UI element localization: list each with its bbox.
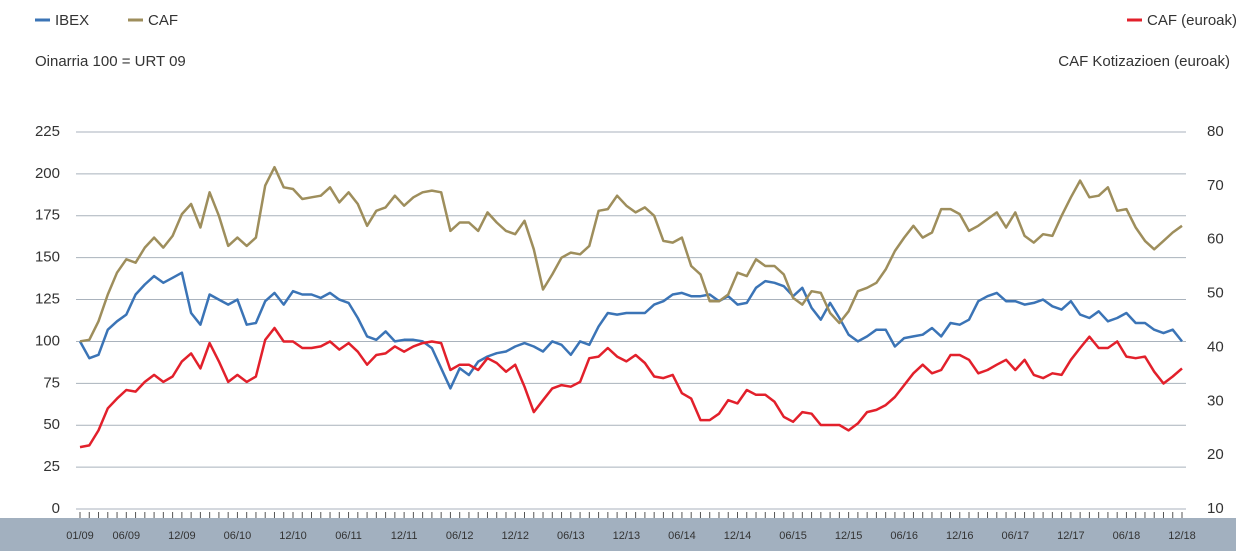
x-tick-label: 12/12 [501,530,529,542]
x-tick-label: 12/16 [946,530,974,542]
y2-axis-title: CAF Kotizazioen (euroak) [1058,53,1230,70]
y-tick-label: 50 [43,416,60,433]
x-tick-label: 12/15 [835,530,863,542]
y2-tick-label: 20 [1207,446,1224,463]
x-tick-label: 06/17 [1002,530,1030,542]
x-tick-label: 06/16 [890,530,918,542]
series-line [79,326,1183,449]
x-tick-label: 12/14 [724,530,752,542]
x-tick-label: 12/13 [613,530,641,542]
x-tick-label: 06/11 [335,530,362,542]
x-tick-label: 12/11 [391,530,418,542]
y-tick-label: 175 [35,207,60,224]
y-tick-label: 0 [52,500,60,517]
y2-tick-label: 30 [1207,392,1224,409]
series-line [78,271,1183,390]
y2-tick-label: 80 [1207,123,1224,140]
legend-label: CAF (euroak) [1147,12,1236,29]
y2-tick-label: 60 [1207,231,1224,248]
x-tick-label: 12/09 [168,530,196,542]
y-tick-label: 125 [35,291,60,308]
y-tick-label: 200 [35,165,60,182]
x-tick-label: 06/09 [113,530,141,542]
x-tick-label: 06/13 [557,530,585,542]
y-tick-label: 25 [43,458,60,475]
y2-tick-label: 40 [1207,338,1224,355]
x-axis-band [0,518,1236,551]
x-tick-label: 06/18 [1113,530,1141,542]
y-tick-label: 75 [43,374,60,391]
x-tick-label: 06/12 [446,530,474,542]
x-tick-label: 06/10 [224,530,252,542]
x-tick-label: 01/09 [66,530,94,542]
y-tick-label: 100 [35,332,60,349]
x-tick-label: 06/14 [668,530,696,542]
y2-tick-label: 70 [1207,177,1224,194]
legend-label: CAF [148,12,178,29]
y2-tick-label: 50 [1207,285,1224,302]
y2-tick-label: 10 [1207,500,1224,517]
legend-label: IBEX [55,12,89,29]
subtitle: Oinarria 100 = URT 09 [35,53,186,70]
x-tick-label: 12/18 [1168,530,1196,542]
y-tick-label: 225 [35,123,60,140]
x-tick-label: 12/17 [1057,530,1085,542]
series-line [79,165,1183,343]
y-tick-label: 150 [35,249,60,266]
x-tick-label: 06/15 [779,530,807,542]
x-tick-label: 12/10 [279,530,307,542]
